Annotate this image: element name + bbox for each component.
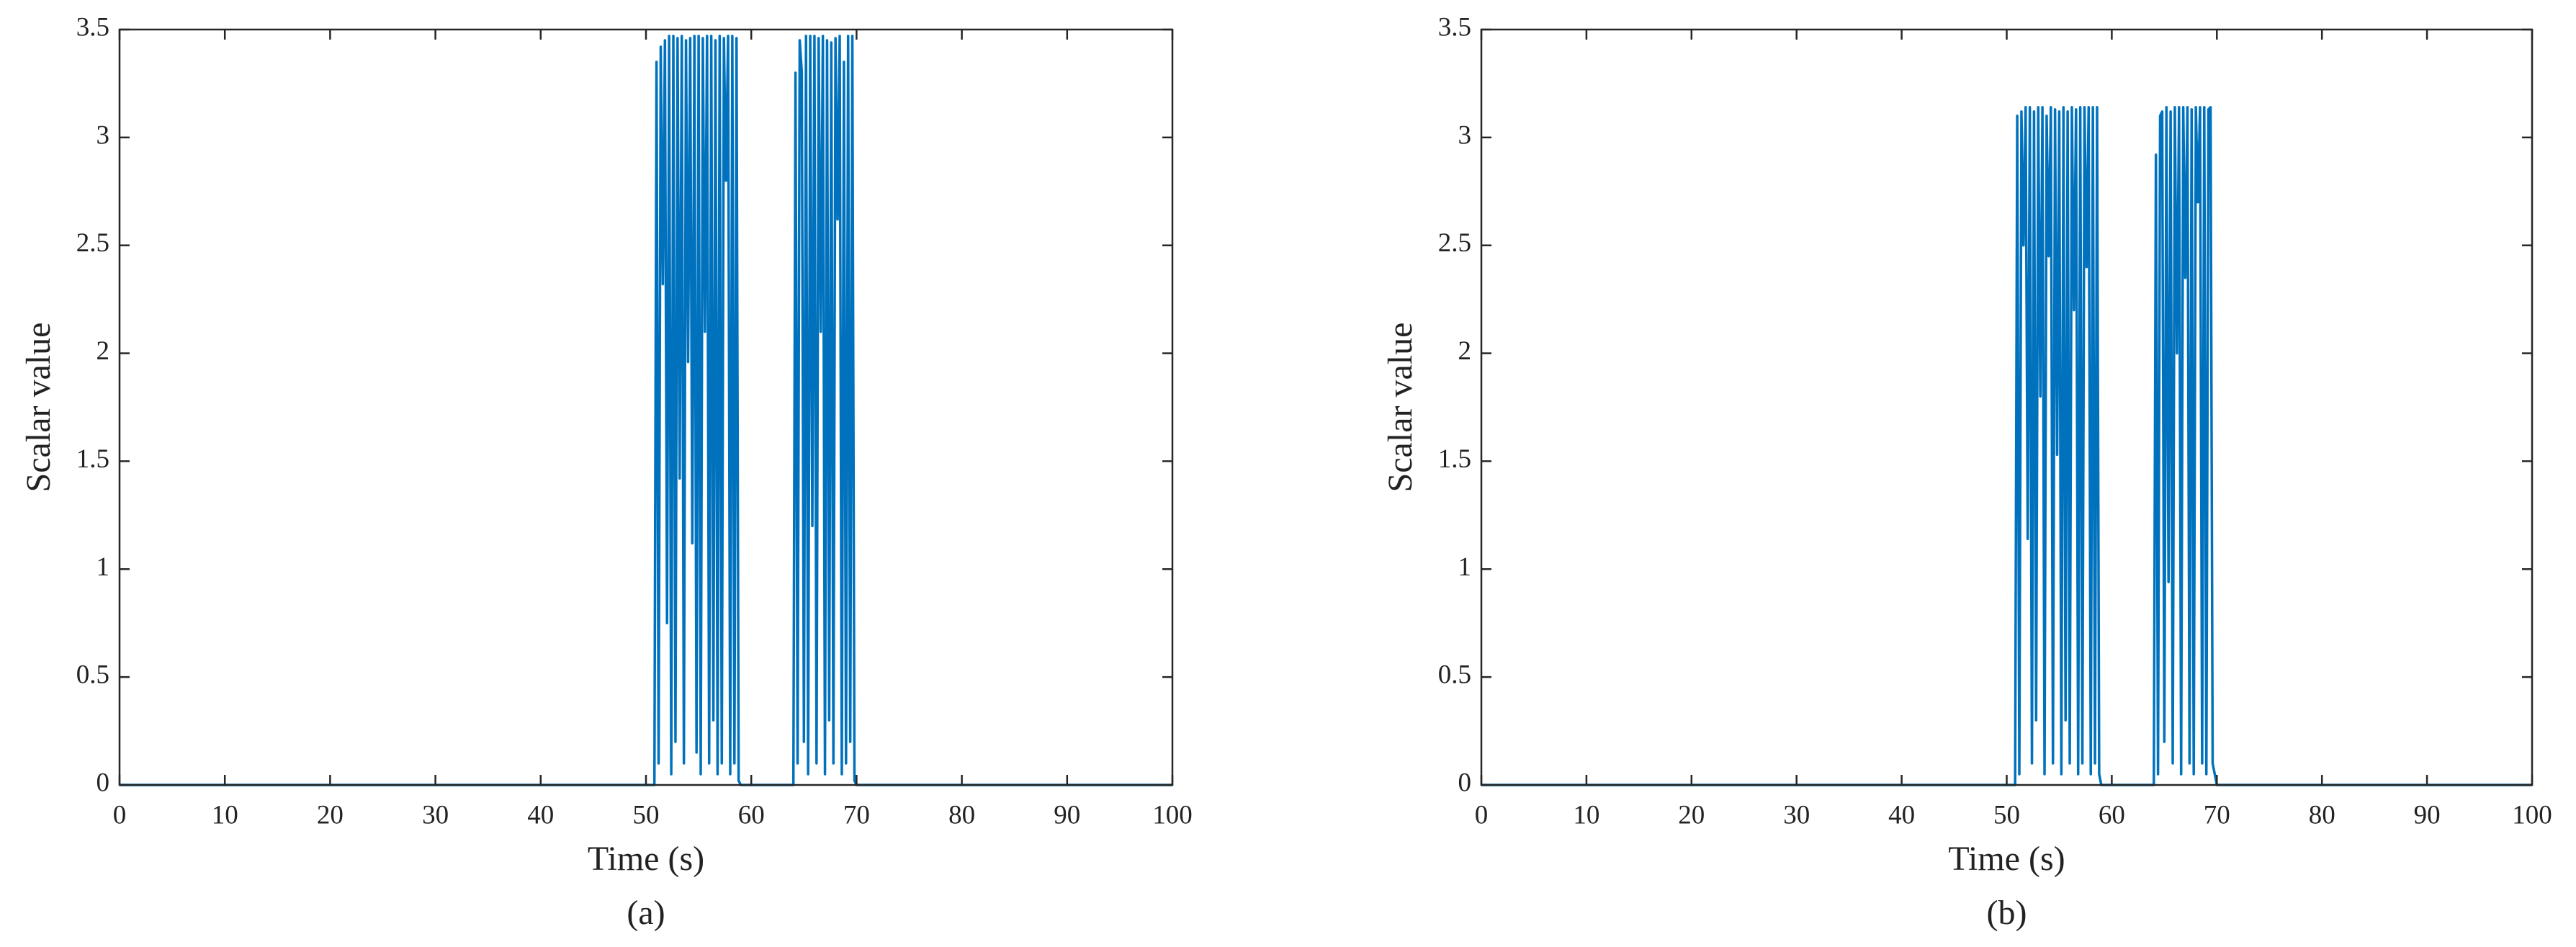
x-axis-label: Time (s) — [588, 840, 704, 878]
x-tick-label: 30 — [1783, 800, 1810, 830]
axes-box — [118, 28, 1174, 786]
y-tick-label: 1.5 — [1438, 444, 1471, 474]
y-tick-label: 1.5 — [76, 444, 109, 474]
y-tick-label: 3 — [97, 120, 110, 150]
y-tick-label: 1 — [1458, 552, 1472, 582]
x-tick-label: 100 — [2512, 800, 2552, 830]
x-axis-label: Time (s) — [1948, 840, 2065, 878]
x-tick-label: 50 — [1993, 800, 2020, 830]
y-axis-label: Scalar value — [19, 323, 58, 493]
x-tick-label: 40 — [1888, 800, 1915, 830]
x-tick-label: 10 — [1573, 800, 1599, 830]
x-tick-label: 80 — [948, 800, 975, 830]
x-tick-label: 20 — [317, 800, 344, 830]
x-tick-label: 90 — [2414, 800, 2441, 830]
axes-box — [1480, 28, 2534, 786]
data-line — [1481, 106, 2532, 786]
x-tick-label: 80 — [2309, 800, 2335, 830]
y-tick-label: 2 — [97, 336, 110, 366]
y-axis-label: Scalar value — [1381, 323, 1419, 493]
y-tick-label: 0 — [1458, 768, 1472, 797]
x-tick-label: 40 — [527, 800, 554, 830]
x-tick-label: 70 — [2204, 800, 2230, 830]
x-tick-label: 0 — [113, 800, 127, 830]
x-tick-label: 60 — [2099, 800, 2125, 830]
y-tick-label: 3.5 — [76, 12, 109, 42]
x-tick-label: 10 — [212, 800, 238, 830]
x-tick-label: 30 — [422, 800, 449, 830]
y-tick-label: 2.5 — [1438, 228, 1471, 258]
data-line — [120, 35, 1172, 786]
y-tick-label: 0.5 — [76, 660, 109, 690]
y-tick-label: 0 — [97, 768, 110, 797]
x-tick-label: 20 — [1678, 800, 1705, 830]
y-tick-label: 3.5 — [1438, 12, 1471, 42]
x-tick-label: 100 — [1152, 800, 1193, 830]
caption: (a) — [627, 894, 665, 932]
y-tick-label: 3 — [1458, 120, 1472, 150]
x-tick-label: 50 — [633, 800, 660, 830]
x-tick-label: 70 — [843, 800, 870, 830]
y-tick-label: 1 — [97, 552, 110, 582]
y-tick-label: 0.5 — [1438, 660, 1471, 690]
y-tick-label: 2 — [1458, 336, 1472, 366]
x-tick-label: 90 — [1054, 800, 1080, 830]
y-tick-label: 2.5 — [76, 228, 109, 258]
caption: (b) — [1987, 894, 2027, 932]
x-tick-label: 0 — [1475, 800, 1489, 830]
x-tick-label: 60 — [738, 800, 765, 830]
